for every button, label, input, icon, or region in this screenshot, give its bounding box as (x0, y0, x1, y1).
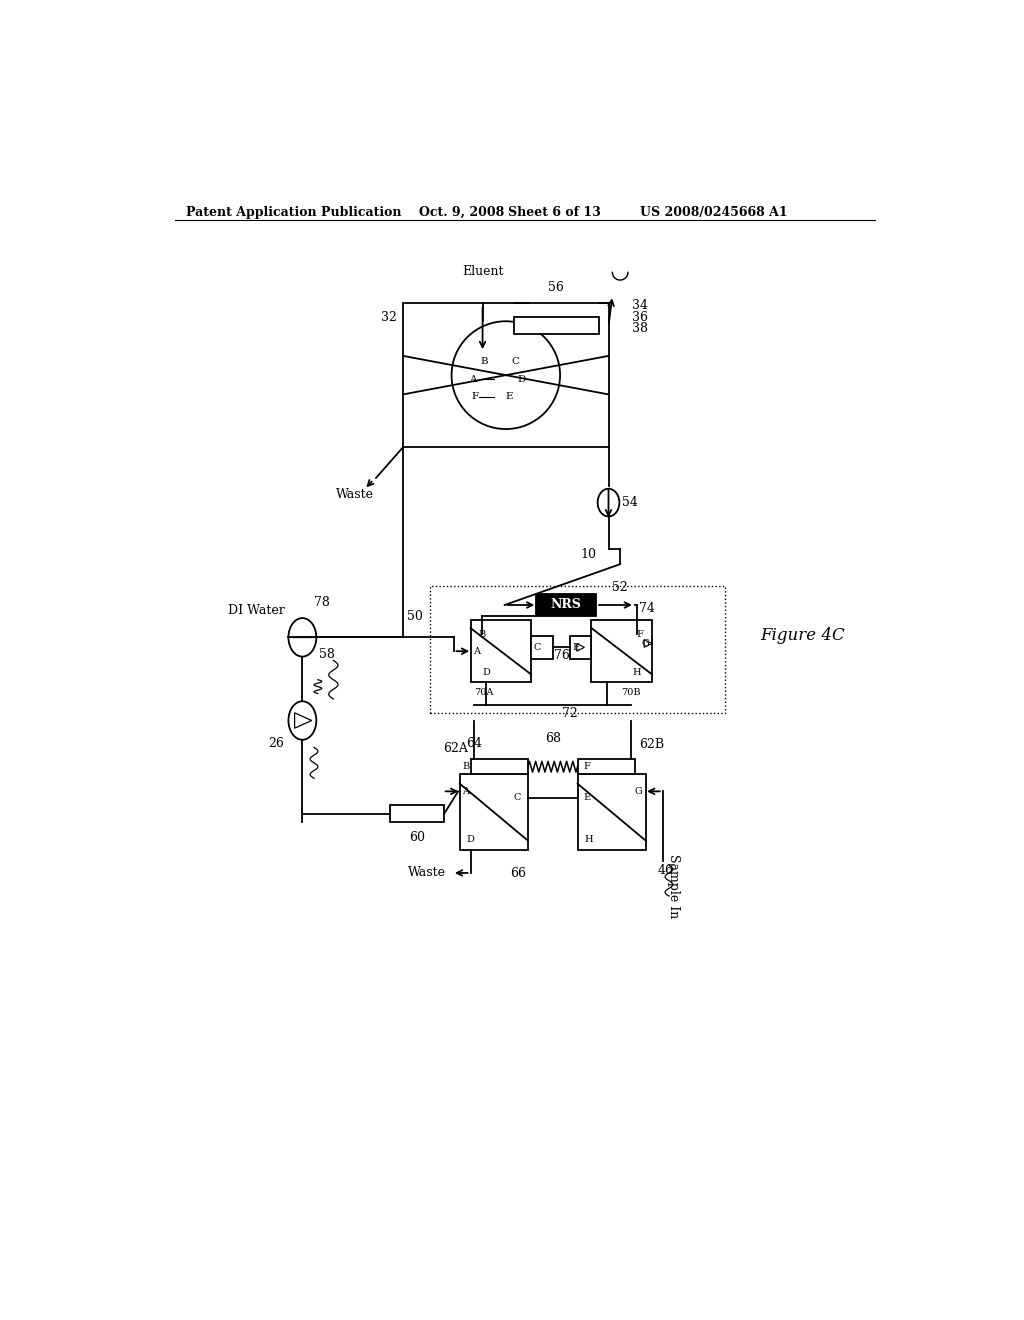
Text: E: E (506, 392, 513, 401)
Bar (390, 805, 444, 822)
Text: 36: 36 (632, 312, 648, 323)
Text: A: A (473, 647, 480, 656)
Text: 62B: 62B (639, 738, 664, 751)
Text: D: D (517, 375, 525, 384)
Bar (460, 775, 528, 850)
Text: F: F (471, 392, 478, 401)
Text: 34: 34 (632, 300, 648, 313)
Text: Patent Application Publication: Patent Application Publication (186, 206, 401, 219)
Text: 66: 66 (511, 867, 526, 880)
Text: G: G (634, 787, 642, 796)
Ellipse shape (289, 618, 316, 656)
Text: 26: 26 (268, 737, 284, 750)
Text: 70A: 70A (474, 688, 494, 697)
Text: Waste: Waste (408, 866, 445, 879)
Circle shape (452, 321, 560, 429)
Text: H: H (632, 668, 641, 677)
Text: G: G (642, 639, 649, 648)
Text: Oct. 9, 2008: Oct. 9, 2008 (419, 206, 504, 219)
Text: A: A (470, 375, 477, 384)
Text: B: B (462, 762, 470, 771)
Text: 62A: 62A (443, 742, 468, 755)
Bar (430, 586, 725, 713)
Text: 68: 68 (545, 733, 561, 744)
Text: 72: 72 (562, 706, 578, 719)
Bar (531, 636, 553, 659)
Text: 70B: 70B (621, 688, 640, 697)
Text: C: C (513, 793, 521, 803)
Text: F: F (584, 762, 590, 771)
Text: 74: 74 (639, 602, 654, 615)
Text: NRS: NRS (551, 598, 582, 611)
Ellipse shape (289, 701, 316, 739)
Text: 10: 10 (581, 548, 597, 561)
Text: US 2008/0245668 A1: US 2008/0245668 A1 (640, 206, 787, 219)
Text: 56: 56 (548, 281, 564, 294)
Text: C: C (534, 643, 541, 652)
Text: 38: 38 (632, 322, 648, 335)
Text: 78: 78 (314, 597, 330, 610)
Text: B: B (478, 630, 485, 639)
Bar (569, 636, 592, 659)
Text: Eluent: Eluent (462, 265, 504, 277)
Text: F: F (637, 630, 644, 639)
Text: 46: 46 (657, 863, 674, 876)
Bar (592, 620, 652, 682)
Text: E: E (584, 793, 591, 803)
Polygon shape (644, 640, 652, 647)
Text: DI Water: DI Water (227, 603, 285, 616)
Text: 50: 50 (407, 610, 423, 623)
Text: D: D (467, 834, 474, 843)
Bar (536, 594, 596, 615)
Bar (403, 304, 608, 447)
Polygon shape (295, 713, 311, 729)
Text: E: E (572, 643, 580, 652)
Polygon shape (577, 644, 585, 651)
Text: 64: 64 (466, 737, 482, 750)
Text: D: D (482, 668, 490, 677)
Text: C: C (511, 356, 519, 366)
Text: 76: 76 (554, 648, 570, 661)
Text: 54: 54 (623, 496, 638, 510)
Bar (578, 759, 635, 775)
Bar (514, 317, 599, 334)
Text: 32: 32 (381, 312, 397, 323)
Text: Sample In: Sample In (668, 854, 680, 917)
Text: 60: 60 (409, 832, 425, 845)
Bar (471, 759, 528, 775)
Bar (578, 775, 646, 850)
Text: B: B (480, 356, 487, 366)
Bar (471, 620, 531, 682)
Text: Sheet 6 of 13: Sheet 6 of 13 (508, 206, 600, 219)
Text: 52: 52 (611, 581, 628, 594)
Text: Figure 4C: Figure 4C (760, 627, 845, 644)
Text: H: H (584, 834, 593, 843)
Text: 58: 58 (319, 648, 335, 661)
Text: Waste: Waste (336, 488, 374, 502)
Text: A: A (463, 787, 469, 796)
Ellipse shape (598, 488, 620, 516)
